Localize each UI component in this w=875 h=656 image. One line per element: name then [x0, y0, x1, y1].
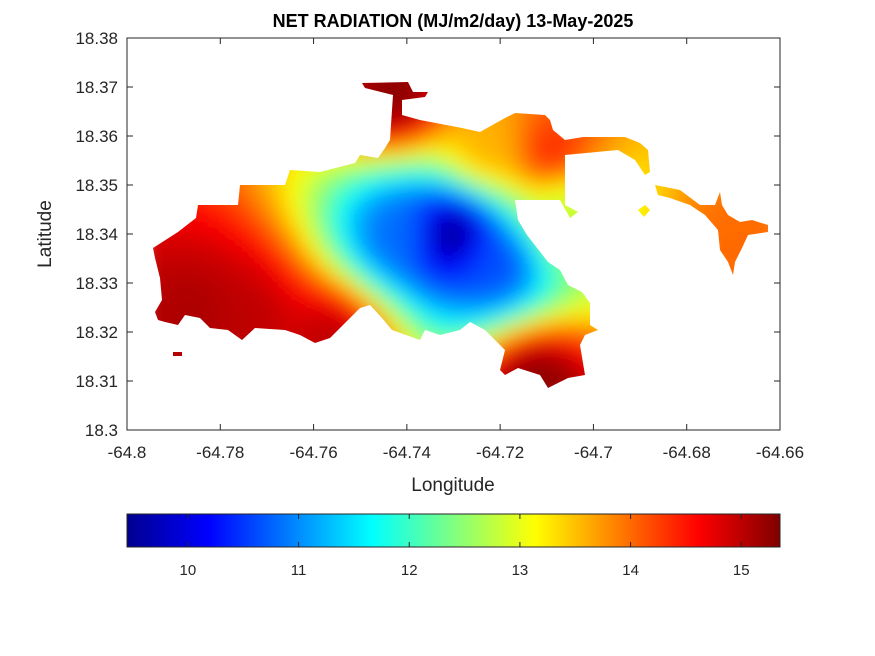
chart-title: NET RADIATION (MJ/m2/day) 13-May-2025 — [273, 11, 634, 31]
y-tick-label: 18.38 — [75, 29, 118, 48]
y-tick-label: 18.31 — [75, 372, 118, 391]
y-tick-label: 18.32 — [75, 323, 118, 342]
colorbar — [126, 513, 781, 548]
colorbar-tick-label: 13 — [512, 562, 529, 579]
x-tick-label: -64.7 — [574, 443, 613, 462]
y-tick-label: 18.35 — [75, 176, 118, 195]
x-tick-label: -64.74 — [383, 443, 431, 462]
y-tick-label: 18.34 — [75, 225, 118, 244]
x-tick-label: -64.78 — [196, 443, 244, 462]
y-axis-label: Latitude — [35, 200, 56, 268]
x-tick-label: -64.66 — [756, 443, 804, 462]
y-tick-label: 18.33 — [75, 274, 118, 293]
y-tick-label: 18.36 — [75, 127, 118, 146]
y-tick-label: 18.37 — [75, 78, 118, 97]
colorbar-tick-label: 14 — [622, 562, 639, 579]
colorbar-ticks: 10 11 12 13 14 15 — [180, 514, 750, 579]
x-tick-label: -64.72 — [476, 443, 524, 462]
colorbar-tick-label: 12 — [401, 562, 418, 579]
x-axis-label: Longitude — [411, 475, 494, 496]
colorbar-tick-label: 11 — [291, 562, 307, 579]
x-tick-label: -64.68 — [663, 443, 711, 462]
y-axis: 18.3 18.31 18.32 18.33 18.34 18.35 18.36 18.37 1… — [75, 29, 780, 440]
x-axis: -64.8 -64.78 -64.76 -64.74 -64.72 -64.7 -64.68… — [108, 38, 804, 462]
colorbar-tick-label: 15 — [733, 562, 750, 579]
y-tick-label: 18.3 — [85, 421, 118, 440]
x-tick-label: -64.76 — [289, 443, 337, 462]
colorbar-tick-label: 10 — [180, 562, 197, 579]
x-tick-label: -64.8 — [108, 443, 147, 462]
